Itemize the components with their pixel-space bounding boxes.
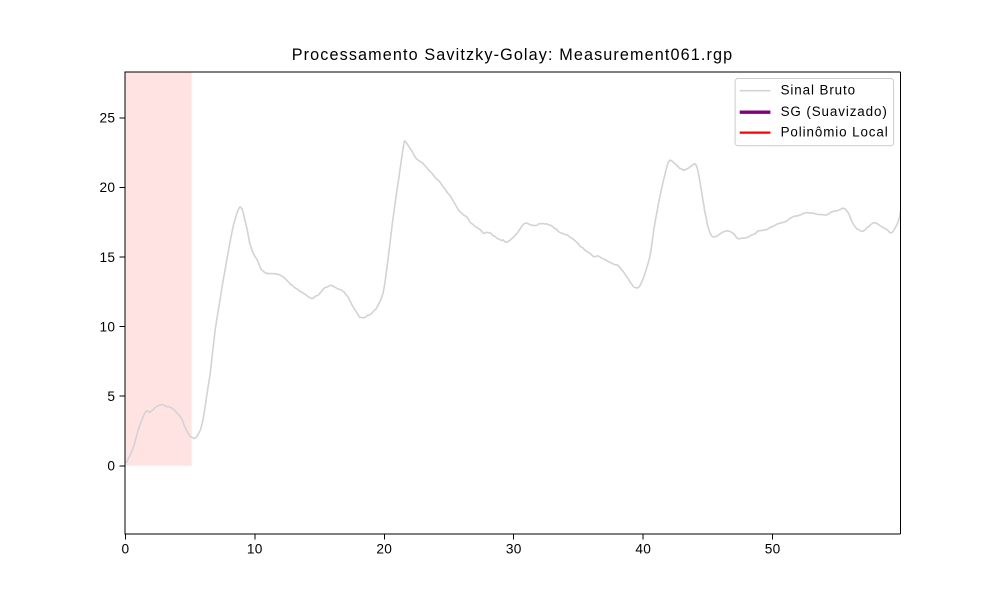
svg-text:Processamento Savitzky-Golay:: Processamento Savitzky-Golay: Measuremen… <box>292 46 734 64</box>
svg-text:40: 40 <box>635 542 651 557</box>
svg-text:5: 5 <box>107 389 115 404</box>
svg-text:20: 20 <box>376 542 392 557</box>
svg-text:50: 50 <box>765 542 781 557</box>
svg-text:30: 30 <box>506 542 522 557</box>
svg-text:20: 20 <box>99 180 115 195</box>
svg-text:0: 0 <box>121 542 129 557</box>
svg-text:15: 15 <box>99 250 115 265</box>
svg-text:10: 10 <box>99 319 115 334</box>
svg-text:10: 10 <box>247 542 263 557</box>
svg-text:25: 25 <box>99 111 115 126</box>
svg-text:Sinal Bruto: Sinal Bruto <box>781 83 856 98</box>
svg-text:SG (Suavizado): SG (Suavizado) <box>781 104 888 119</box>
svg-text:0: 0 <box>107 459 115 474</box>
svg-text:Polinômio Local: Polinômio Local <box>781 124 889 139</box>
